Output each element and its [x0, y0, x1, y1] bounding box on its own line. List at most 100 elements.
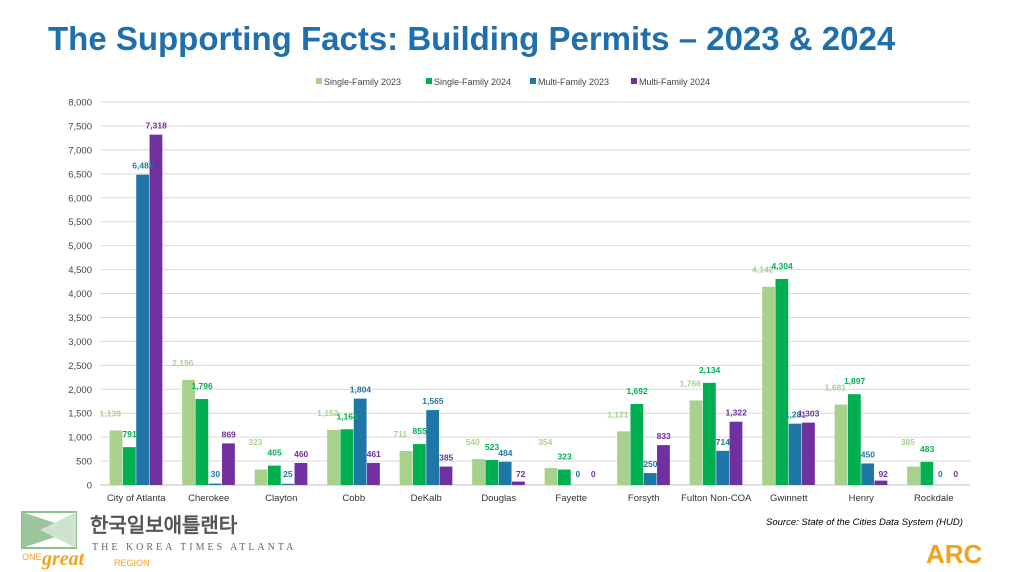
data-label: 1,796: [191, 381, 213, 391]
bar: [472, 459, 485, 485]
data-label: 483: [920, 444, 934, 454]
data-label: 1,121: [607, 409, 629, 419]
bar: [788, 423, 802, 485]
x-tick-label: City of Atlanta: [107, 493, 166, 504]
bar: [557, 469, 571, 485]
bar: [834, 404, 848, 485]
data-label: 1,322: [726, 408, 748, 418]
data-label: 0: [953, 469, 958, 479]
data-label: 1,897: [844, 376, 866, 386]
y-tick-label: 7,000: [68, 145, 92, 156]
data-label: 1,804: [350, 385, 372, 395]
bar: [907, 466, 920, 485]
bar: [485, 459, 499, 485]
bar: [353, 398, 367, 485]
x-tick-label: Gwinnett: [770, 493, 808, 504]
bar: [412, 444, 426, 485]
y-tick-label: 6,500: [68, 169, 92, 180]
x-tick-label: Clayton: [265, 493, 297, 504]
bar: [208, 483, 222, 485]
x-tick-label: Fayette: [555, 493, 587, 504]
data-label: 72: [516, 469, 526, 479]
bar: [439, 466, 453, 485]
x-tick-label: Douglas: [481, 493, 516, 504]
data-label: 461: [367, 449, 381, 459]
data-label: 354: [538, 437, 552, 447]
x-tick-label: Cherokee: [188, 493, 229, 504]
bar: [340, 429, 354, 485]
bar: [874, 480, 888, 485]
bar: [498, 461, 512, 485]
bar: [182, 379, 195, 485]
data-label: 30: [211, 469, 221, 479]
data-label: 1,281: [785, 410, 807, 420]
data-label: 2,196: [172, 358, 194, 368]
page-title: The Supporting Facts: Building Permits –…: [48, 20, 896, 57]
x-tick-label: DeKalb: [411, 493, 442, 504]
data-label: 523: [485, 442, 499, 452]
data-label: 7,318: [146, 121, 168, 131]
data-label: 6,482: [132, 161, 154, 171]
data-label: 92: [878, 469, 888, 479]
legend-label: Multi-Family 2024: [639, 77, 710, 87]
y-tick-label: 7,500: [68, 121, 92, 132]
data-label: 711: [393, 429, 407, 439]
x-tick-label: Rockdale: [914, 493, 954, 504]
bar: [136, 174, 150, 485]
bar: [643, 473, 657, 485]
data-label: 833: [657, 431, 671, 441]
y-tick-label: 6,000: [68, 193, 92, 204]
x-tick-label: Cobb: [342, 493, 365, 504]
y-tick-label: 3,000: [68, 337, 92, 348]
data-label: 791: [123, 429, 137, 439]
bar: [399, 450, 413, 485]
bar: [716, 450, 730, 485]
data-label: 1,152: [317, 408, 339, 418]
bar: [617, 431, 630, 485]
x-tick-label: Fulton Non-COA: [681, 493, 752, 504]
bar: [254, 469, 268, 485]
korean-name: 한국일보애틀랜타: [90, 513, 238, 537]
y-tick-label: 0: [87, 481, 92, 492]
data-label: 484: [498, 448, 512, 458]
bar: [109, 430, 123, 485]
bar: [122, 447, 136, 485]
data-label: 1,692: [626, 386, 648, 396]
bar: [426, 410, 440, 485]
y-axis: 0 500 1,000 1,500 2,000 2,500 3,000 3,500 4,000 4…: [68, 98, 92, 492]
data-label: 1,303: [798, 409, 820, 419]
data-label: 25: [283, 469, 293, 479]
data-label: 250: [643, 459, 657, 469]
y-tick-label: 1,000: [68, 433, 92, 444]
bar: [702, 382, 716, 485]
great-text: great: [41, 548, 86, 570]
data-label: 450: [861, 449, 875, 459]
data-label: 323: [558, 452, 572, 462]
data-label: 4,304: [771, 261, 793, 271]
legend-swatch: [530, 78, 536, 84]
data-label: 869: [222, 429, 236, 439]
bar: [195, 399, 209, 485]
data-label: 1,681: [825, 383, 847, 393]
data-label: 1,766: [680, 378, 702, 388]
x-tick-label: Forsyth: [628, 493, 660, 504]
bar: [762, 286, 775, 485]
legend-swatch: [316, 78, 322, 84]
bar: [729, 421, 743, 485]
data-label: 4,142: [752, 265, 774, 275]
legend-label: Single-Family 2024: [434, 77, 511, 87]
y-tick-label: 3,500: [68, 313, 92, 324]
bar: [222, 443, 235, 485]
data-label: 714: [716, 437, 730, 447]
bar: [544, 468, 558, 485]
data-label: 1,565: [422, 396, 444, 406]
y-tick-label: 2,500: [68, 361, 92, 372]
korea-times-name: THE KOREA TIMES ATLANTA: [92, 542, 296, 553]
bar: [802, 422, 815, 485]
arc-text: ARC: [926, 539, 983, 568]
x-tick-label: Henry: [849, 493, 875, 504]
data-label: 2,134: [699, 365, 721, 375]
data-labels: 1,139 791 6,482 7,318 2,196 1,796 30 869 323 405 2…: [100, 121, 959, 479]
y-tick-label: 4,500: [68, 265, 92, 276]
korea-times-logo: 한국일보애틀랜타 THE KOREA TIMES ATLANTA ONE gre…: [21, 511, 296, 570]
